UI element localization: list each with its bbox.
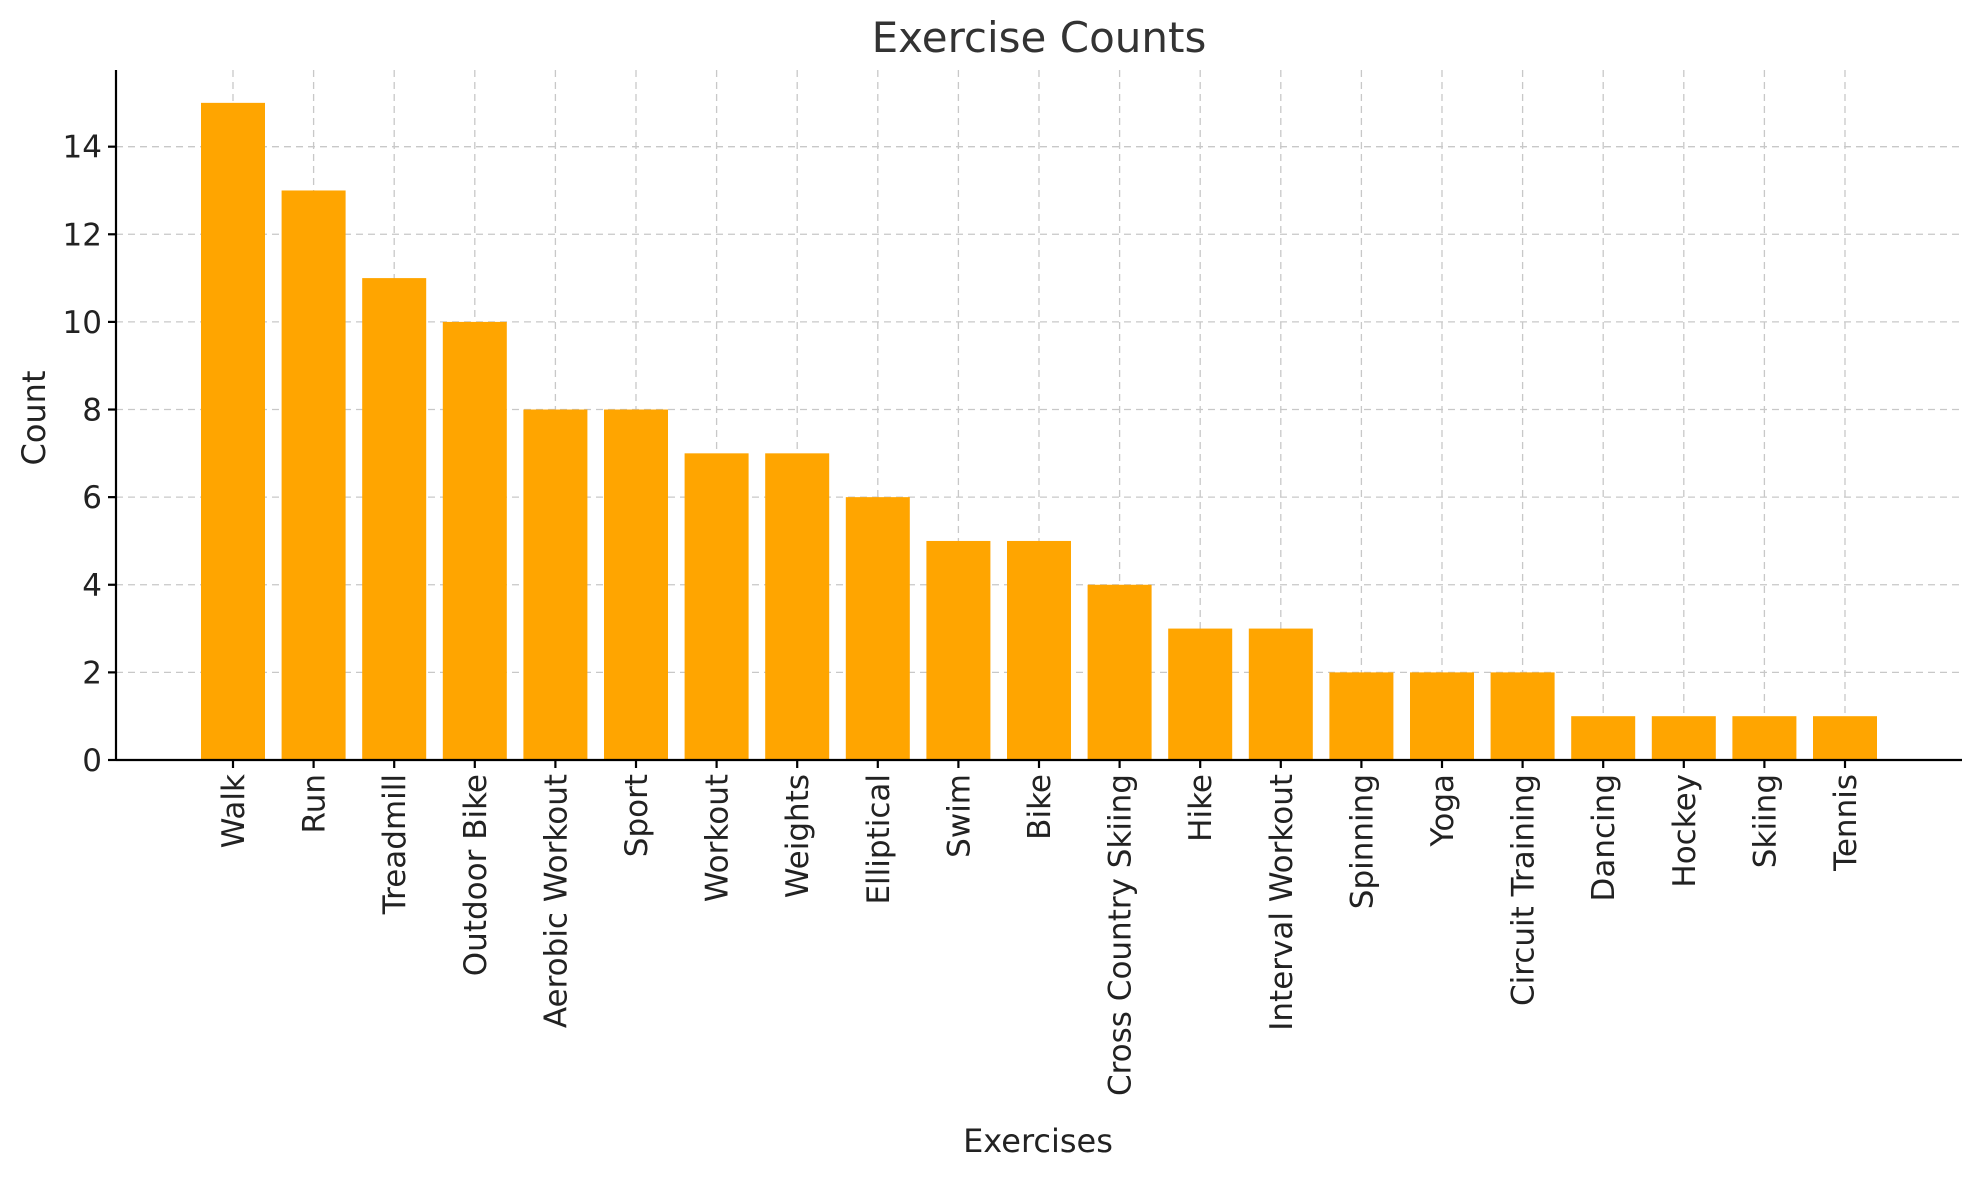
x-axis-ticks: Walk Run Treadmill Outdoor Bike Aerobic Work… <box>216 760 1864 1096</box>
x-tick-label: Skiing <box>1747 774 1783 868</box>
bar-circuit-training <box>1490 672 1555 760</box>
bar-dancing <box>1571 716 1636 760</box>
x-tick-label: Elliptical <box>861 774 897 905</box>
x-tick-label: Interval Workout <box>1264 774 1300 1031</box>
y-tick-label: 8 <box>82 393 102 429</box>
y-tick-label: 12 <box>63 217 102 253</box>
x-tick-label: Sport <box>619 774 655 857</box>
y-tick-label: 10 <box>63 305 102 341</box>
y-tick-label: 0 <box>82 743 102 779</box>
x-tick-label: Treadmill <box>377 774 413 915</box>
x-tick-label: Swim <box>941 774 977 858</box>
y-axis-label: Count <box>15 370 53 465</box>
bar-swim <box>926 540 991 760</box>
bar-weights <box>765 453 830 760</box>
bar-elliptical <box>845 497 910 760</box>
bar-hike <box>1168 628 1233 760</box>
bar-sport <box>604 409 668 760</box>
bar-cross-country-skiing <box>1087 584 1152 760</box>
x-tick-label: Hike <box>1183 774 1219 842</box>
bars <box>201 102 1877 761</box>
bar-treadmill <box>362 278 427 760</box>
y-tick-label: 2 <box>82 655 102 691</box>
bar-outdoor-bike <box>442 321 507 760</box>
chart-title: Exercise Counts <box>872 13 1207 62</box>
x-tick-label: Workout <box>700 774 736 902</box>
x-tick-label: Tennis <box>1828 774 1864 872</box>
bar-aerobic-workout <box>523 409 588 760</box>
x-tick-label: Aerobic Workout <box>538 774 574 1028</box>
x-tick-label: Cross Country Skiing <box>1103 774 1139 1096</box>
bar-walk <box>201 102 265 761</box>
x-tick-label: Walk <box>216 774 252 848</box>
x-tick-label: Hockey <box>1667 774 1703 888</box>
x-tick-label: Dancing <box>1586 774 1622 902</box>
bar-spinning <box>1329 672 1394 760</box>
bar-workout <box>684 453 749 760</box>
x-tick-label: Circuit Training <box>1506 774 1542 1006</box>
y-tick-label: 6 <box>82 480 102 516</box>
y-axis-ticks: 0 2 4 6 8 10 12 14 <box>63 130 116 779</box>
bar-run <box>281 190 346 760</box>
x-tick-label: Yoga <box>1425 774 1461 847</box>
bar-hockey <box>1651 716 1716 760</box>
x-tick-label: Weights <box>780 774 816 898</box>
y-tick-label: 14 <box>63 130 102 166</box>
grid <box>116 70 1962 760</box>
x-tick-label: Spinning <box>1344 774 1380 909</box>
x-tick-label: Outdoor Bike <box>458 774 494 976</box>
bar-yoga <box>1410 672 1474 760</box>
x-tick-label: Bike <box>1022 774 1058 840</box>
bar-interval-workout <box>1248 628 1313 760</box>
bar-skiing <box>1732 716 1797 760</box>
y-tick-label: 4 <box>82 568 102 604</box>
x-tick-label: Run <box>297 774 333 833</box>
bar-bike <box>1007 540 1071 760</box>
x-axis-label: Exercises <box>963 1122 1113 1160</box>
bar-tennis <box>1813 716 1877 760</box>
